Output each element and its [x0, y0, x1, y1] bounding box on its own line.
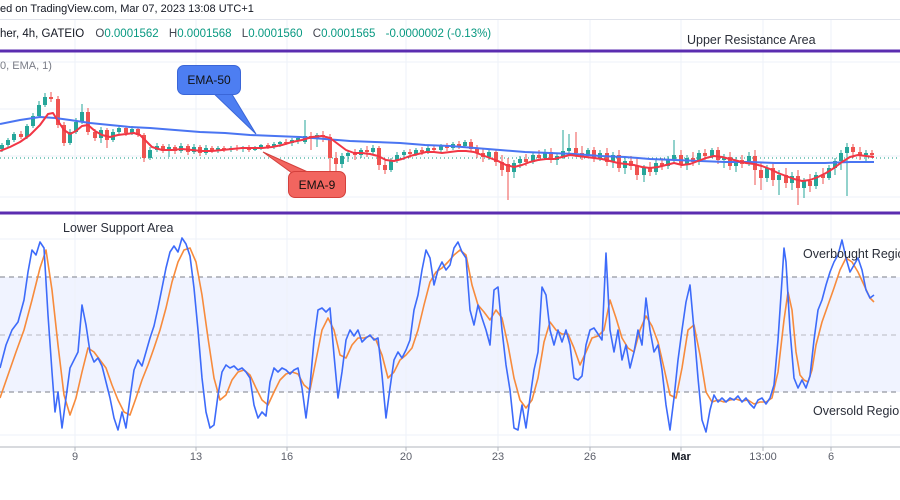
time-axis-label: 26: [583, 451, 597, 463]
ohlc-low-label: L: [241, 28, 249, 40]
ohlc-open-label: O: [95, 28, 105, 40]
symbol-name[interactable]: her, 4h, GATEIO: [0, 28, 85, 40]
ohlc-change-value: -0.0000002 (-0.13%): [385, 28, 492, 40]
time-axis-label: Mar: [671, 451, 691, 463]
upper-resistance-label[interactable]: Upper Resistance Area: [687, 33, 816, 47]
overbought-region-label[interactable]: Overbought Region: [803, 247, 900, 261]
ohlc-high-value: 0.0001568: [177, 28, 232, 40]
ohlc-high-label: H: [168, 28, 178, 40]
oversold-region-label[interactable]: Oversold Region: [813, 404, 900, 418]
ema50-callout-tail: [208, 89, 257, 135]
time-axis-label: 13:00: [749, 451, 777, 463]
ema50-callout[interactable]: EMA-50: [177, 65, 241, 95]
ohlc-close-value: 0.0001565: [321, 28, 376, 40]
time-axis-label: 23: [491, 451, 505, 463]
ohlc-close-label: C: [312, 28, 322, 40]
time-axis-label: 16: [280, 451, 294, 463]
ohlc-open-value: 0.0001562: [104, 28, 159, 40]
ema9-callout[interactable]: EMA-9: [288, 171, 346, 198]
time-axis-label: 9: [71, 451, 79, 463]
time-axis-label: 20: [399, 451, 413, 463]
ohlc-low-value: 0.0001560: [248, 28, 303, 40]
header-divider: [0, 19, 900, 20]
symbol-legend-row: her, 4h, GATEIO O0.0001562 H0.0001568 L0…: [0, 28, 491, 40]
time-axis-label: 13: [189, 451, 203, 463]
time-axis-label: 6: [827, 451, 835, 463]
publish-attribution: ed on TradingView.com, Mar 07, 2023 13:0…: [0, 3, 254, 15]
indicator-legend[interactable]: 0, EMA, 1): [0, 60, 52, 72]
lower-support-label[interactable]: Lower Support Area: [63, 221, 174, 235]
